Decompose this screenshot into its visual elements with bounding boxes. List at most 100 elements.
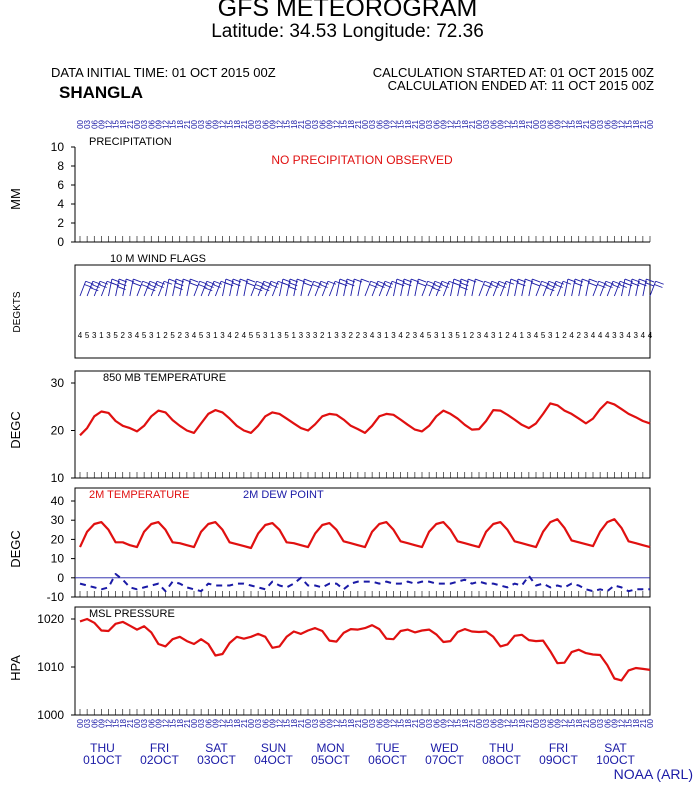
bottom-hour-label: 21: [126, 718, 135, 727]
bottom-hour-label: 15: [112, 718, 121, 727]
wind-barb-feather: [132, 282, 141, 287]
bottom-hour-label: 18: [632, 718, 641, 727]
top-hour-label: 06: [147, 119, 156, 128]
wind-speed-label: 1: [463, 331, 468, 340]
bottom-hour-label: 18: [119, 718, 128, 727]
temp850-frame: [74, 370, 651, 479]
wind-barb-feather: [256, 280, 265, 285]
wind-barb: [507, 278, 512, 297]
wind-barb: [421, 281, 429, 297]
wind-barb: [243, 278, 248, 297]
wind-barb: [300, 278, 305, 297]
top-hour-label: 03: [140, 119, 149, 128]
top-hour-label: 09: [496, 119, 505, 128]
bottom-hour-label: 12: [390, 718, 399, 727]
wind-barb-feather: [484, 280, 493, 285]
bottom-hour-label: 18: [233, 718, 242, 727]
wind-barb: [549, 281, 557, 297]
top-hour-label: 06: [375, 119, 384, 128]
day-date-label: 08OCT: [482, 753, 521, 767]
top-hour-label: 15: [625, 119, 634, 128]
top-hour-label: 00: [133, 119, 142, 128]
wind-barb-feather: [498, 280, 508, 285]
top-hour-label: 21: [582, 119, 591, 128]
bottom-hour-label: 00: [76, 718, 85, 727]
wind-barb: [599, 281, 607, 297]
bottom-hour-label: 15: [454, 718, 463, 727]
bottom-hour-label: 09: [325, 718, 334, 727]
wind-barb: [293, 278, 298, 297]
bottom-hour-label: 09: [439, 718, 448, 727]
top-hour-label: 00: [646, 119, 655, 128]
precip-ytick-label: 10: [51, 140, 65, 154]
wind-speed-label: 3: [363, 331, 368, 340]
wind-speed-label: 4: [534, 331, 539, 340]
bottom-hour-label: 21: [183, 718, 192, 727]
wind-speed-label: 1: [292, 331, 297, 340]
wind-barb: [585, 278, 590, 297]
day-name-label: TUE: [376, 741, 400, 755]
wind-speed-label: 5: [284, 331, 289, 340]
wind-barb-feather: [377, 280, 386, 285]
top-hour-label: 18: [461, 119, 470, 128]
wind-barb-feather: [612, 280, 622, 285]
wind-speed-label: 5: [199, 331, 204, 340]
wind-barb-feather: [263, 280, 272, 285]
wind-barb-feather: [269, 284, 278, 288]
temp2m-ytick-label: -10: [47, 590, 65, 604]
wind-speed-label: 3: [448, 331, 453, 340]
wind-barb-feather: [531, 282, 540, 287]
bottom-hour-label: 12: [504, 718, 513, 727]
wind-speed-label: 4: [484, 331, 489, 340]
wind-barb: [592, 281, 600, 297]
wind-barb: [79, 281, 87, 297]
wind-barb: [257, 281, 265, 297]
wind-speed-label: 4: [569, 331, 574, 340]
bottom-hour-label: 03: [197, 718, 206, 727]
wind-speed-label: 5: [113, 331, 118, 340]
day-date-label: 04OCT: [254, 753, 293, 767]
wind-barb: [464, 278, 469, 297]
top-hour-label: 03: [539, 119, 548, 128]
temp2m-line: [79, 518, 651, 550]
temp850-ylabel: DEGC: [8, 411, 23, 449]
wind-barb-feather: [204, 287, 213, 292]
bottom-hour-label: 03: [596, 718, 605, 727]
day-date-label: 01OCT: [83, 753, 122, 767]
wind-barb: [471, 278, 476, 297]
wind-barb: [542, 281, 550, 297]
wind-speed-label: 2: [406, 331, 411, 340]
wind-barb: [564, 278, 569, 297]
bottom-hour-label: 09: [610, 718, 619, 727]
wind-speed-label: 3: [313, 331, 318, 340]
top-hour-label: 03: [596, 119, 605, 128]
top-hour-label: 09: [325, 119, 334, 128]
bottom-hour-label: 06: [261, 718, 270, 727]
day-name-label: FRI: [150, 741, 169, 755]
top-hour-label: 21: [183, 119, 192, 128]
wind-barb-feather: [383, 284, 392, 288]
wind-barb-feather: [270, 280, 280, 285]
temp2m-frame: [74, 487, 651, 598]
wind-barb: [485, 281, 493, 297]
wind-barb-feather: [589, 278, 598, 283]
wind-barb-feather: [483, 284, 492, 288]
top-hour-label: 15: [340, 119, 349, 128]
bottom-hour-label: 15: [625, 718, 634, 727]
wind-barb-feather: [491, 280, 500, 285]
wind-barb: [172, 278, 177, 297]
wind-speed-label: 4: [398, 331, 403, 340]
bottom-hour-label: 06: [546, 718, 555, 727]
bottom-hour-label: 06: [603, 718, 612, 727]
top-hour-label: 21: [525, 119, 534, 128]
wind-barb-feather: [247, 278, 256, 283]
bottom-hour-label: 12: [561, 718, 570, 727]
wind-barb-feather: [547, 284, 556, 288]
wind-speed-label: 1: [327, 331, 332, 340]
bottom-hour-label: 12: [333, 718, 342, 727]
day-name-label: MON: [317, 741, 345, 755]
wind-speed-label: 3: [548, 331, 553, 340]
day-name-label: FRI: [549, 741, 568, 755]
top-hour-label: 09: [97, 119, 106, 128]
